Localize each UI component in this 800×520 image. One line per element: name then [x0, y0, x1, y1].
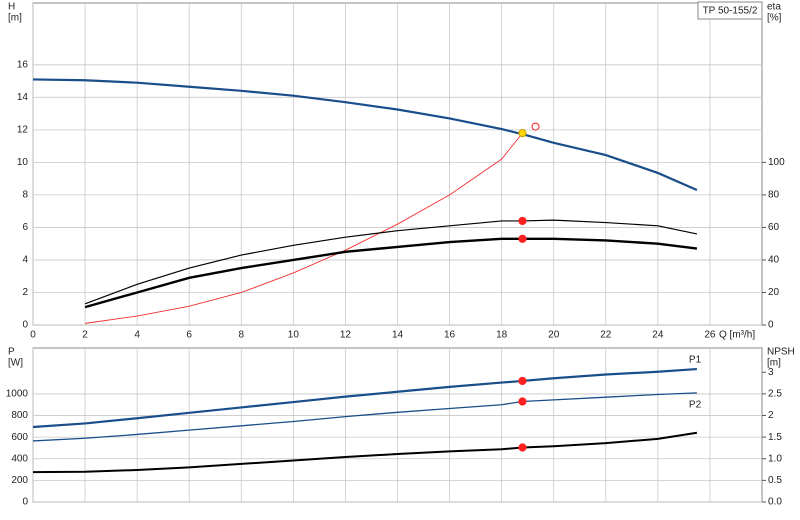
series-line [85, 132, 523, 324]
y2-tick-label: 0 [768, 320, 774, 331]
x-tick-label: 6 [186, 330, 192, 341]
y-tick-label: 400 [11, 453, 28, 464]
marker [531, 122, 540, 131]
x-tick-label: 12 [340, 330, 352, 341]
x-tick-label: 16 [444, 330, 456, 341]
y2-axis-label: NPSH [767, 347, 795, 358]
y2-tick-label: 2 [768, 410, 774, 421]
y2-tick-label: 100 [768, 157, 785, 168]
y2-axis-label: [m] [767, 358, 781, 369]
y2-tick-label: 40 [768, 255, 780, 266]
x-tick-label: 24 [652, 330, 664, 341]
y2-tick-label: 0.0 [768, 497, 782, 508]
y-tick-label: 12 [17, 124, 29, 135]
marker [518, 234, 527, 243]
x-tick-label: 10 [288, 330, 300, 341]
y2-axis-label: [%] [767, 13, 782, 24]
y2-tick-label: 1.5 [768, 432, 782, 443]
x-tick-label: 2 [82, 330, 88, 341]
y2-tick-label: 20 [768, 287, 780, 298]
y-tick-label: 4 [22, 255, 28, 266]
series-line [84, 237, 698, 309]
x-axis-label: Q [m³/h] [719, 330, 755, 341]
y2-tick-label: 2.5 [768, 388, 782, 399]
x-tick-label: 18 [496, 330, 508, 341]
series-line [32, 78, 698, 192]
chart-title: TP 50-155/2 [703, 6, 758, 17]
y-axis-label: [m] [8, 13, 22, 24]
x-tick-label: 0 [30, 330, 36, 341]
y2-tick-label: 1.0 [768, 453, 782, 464]
y2-axis-label: eta [767, 2, 781, 13]
x-tick-label: 14 [392, 330, 404, 341]
y2-tick-label: 3 [768, 367, 774, 378]
x-tick-label: 26 [704, 330, 716, 341]
y-tick-label: 14 [17, 92, 29, 103]
series-line [32, 392, 697, 442]
y-axis-label: H [8, 2, 15, 13]
marker [518, 376, 527, 386]
y-tick-label: 8 [22, 190, 28, 201]
series-line [84, 219, 698, 305]
marker [518, 443, 527, 452]
y-tick-label: 16 [17, 59, 29, 70]
x-tick-label: 4 [134, 330, 140, 341]
x-tick-label: 8 [239, 330, 245, 341]
y-tick-label: 10 [17, 157, 29, 168]
y-axis-label: P [8, 347, 15, 358]
x-tick-label: 22 [600, 330, 612, 341]
y2-tick-label: 80 [768, 190, 780, 201]
y-tick-label: 1000 [6, 389, 29, 400]
y-tick-label: 600 [11, 432, 28, 443]
y-axis-label: [W] [8, 358, 23, 369]
series-label: P2 [689, 399, 702, 410]
y-tick-label: 200 [11, 475, 28, 486]
y-tick-label: 800 [11, 410, 28, 421]
y-tick-label: 2 [22, 287, 28, 298]
x-tick-label: 20 [548, 330, 560, 341]
y-tick-label: 0 [22, 320, 28, 331]
marker [518, 397, 527, 406]
series-label: P1 [689, 355, 702, 366]
title-box [697, 1, 763, 20]
y2-tick-label: 60 [768, 222, 780, 233]
y-tick-label: 6 [22, 222, 28, 233]
y-tick-label: 0 [22, 497, 28, 508]
series-line [32, 431, 698, 474]
y2-tick-label: 0.5 [768, 475, 782, 486]
marker [518, 129, 527, 138]
marker [518, 216, 527, 226]
series-line [32, 367, 697, 429]
